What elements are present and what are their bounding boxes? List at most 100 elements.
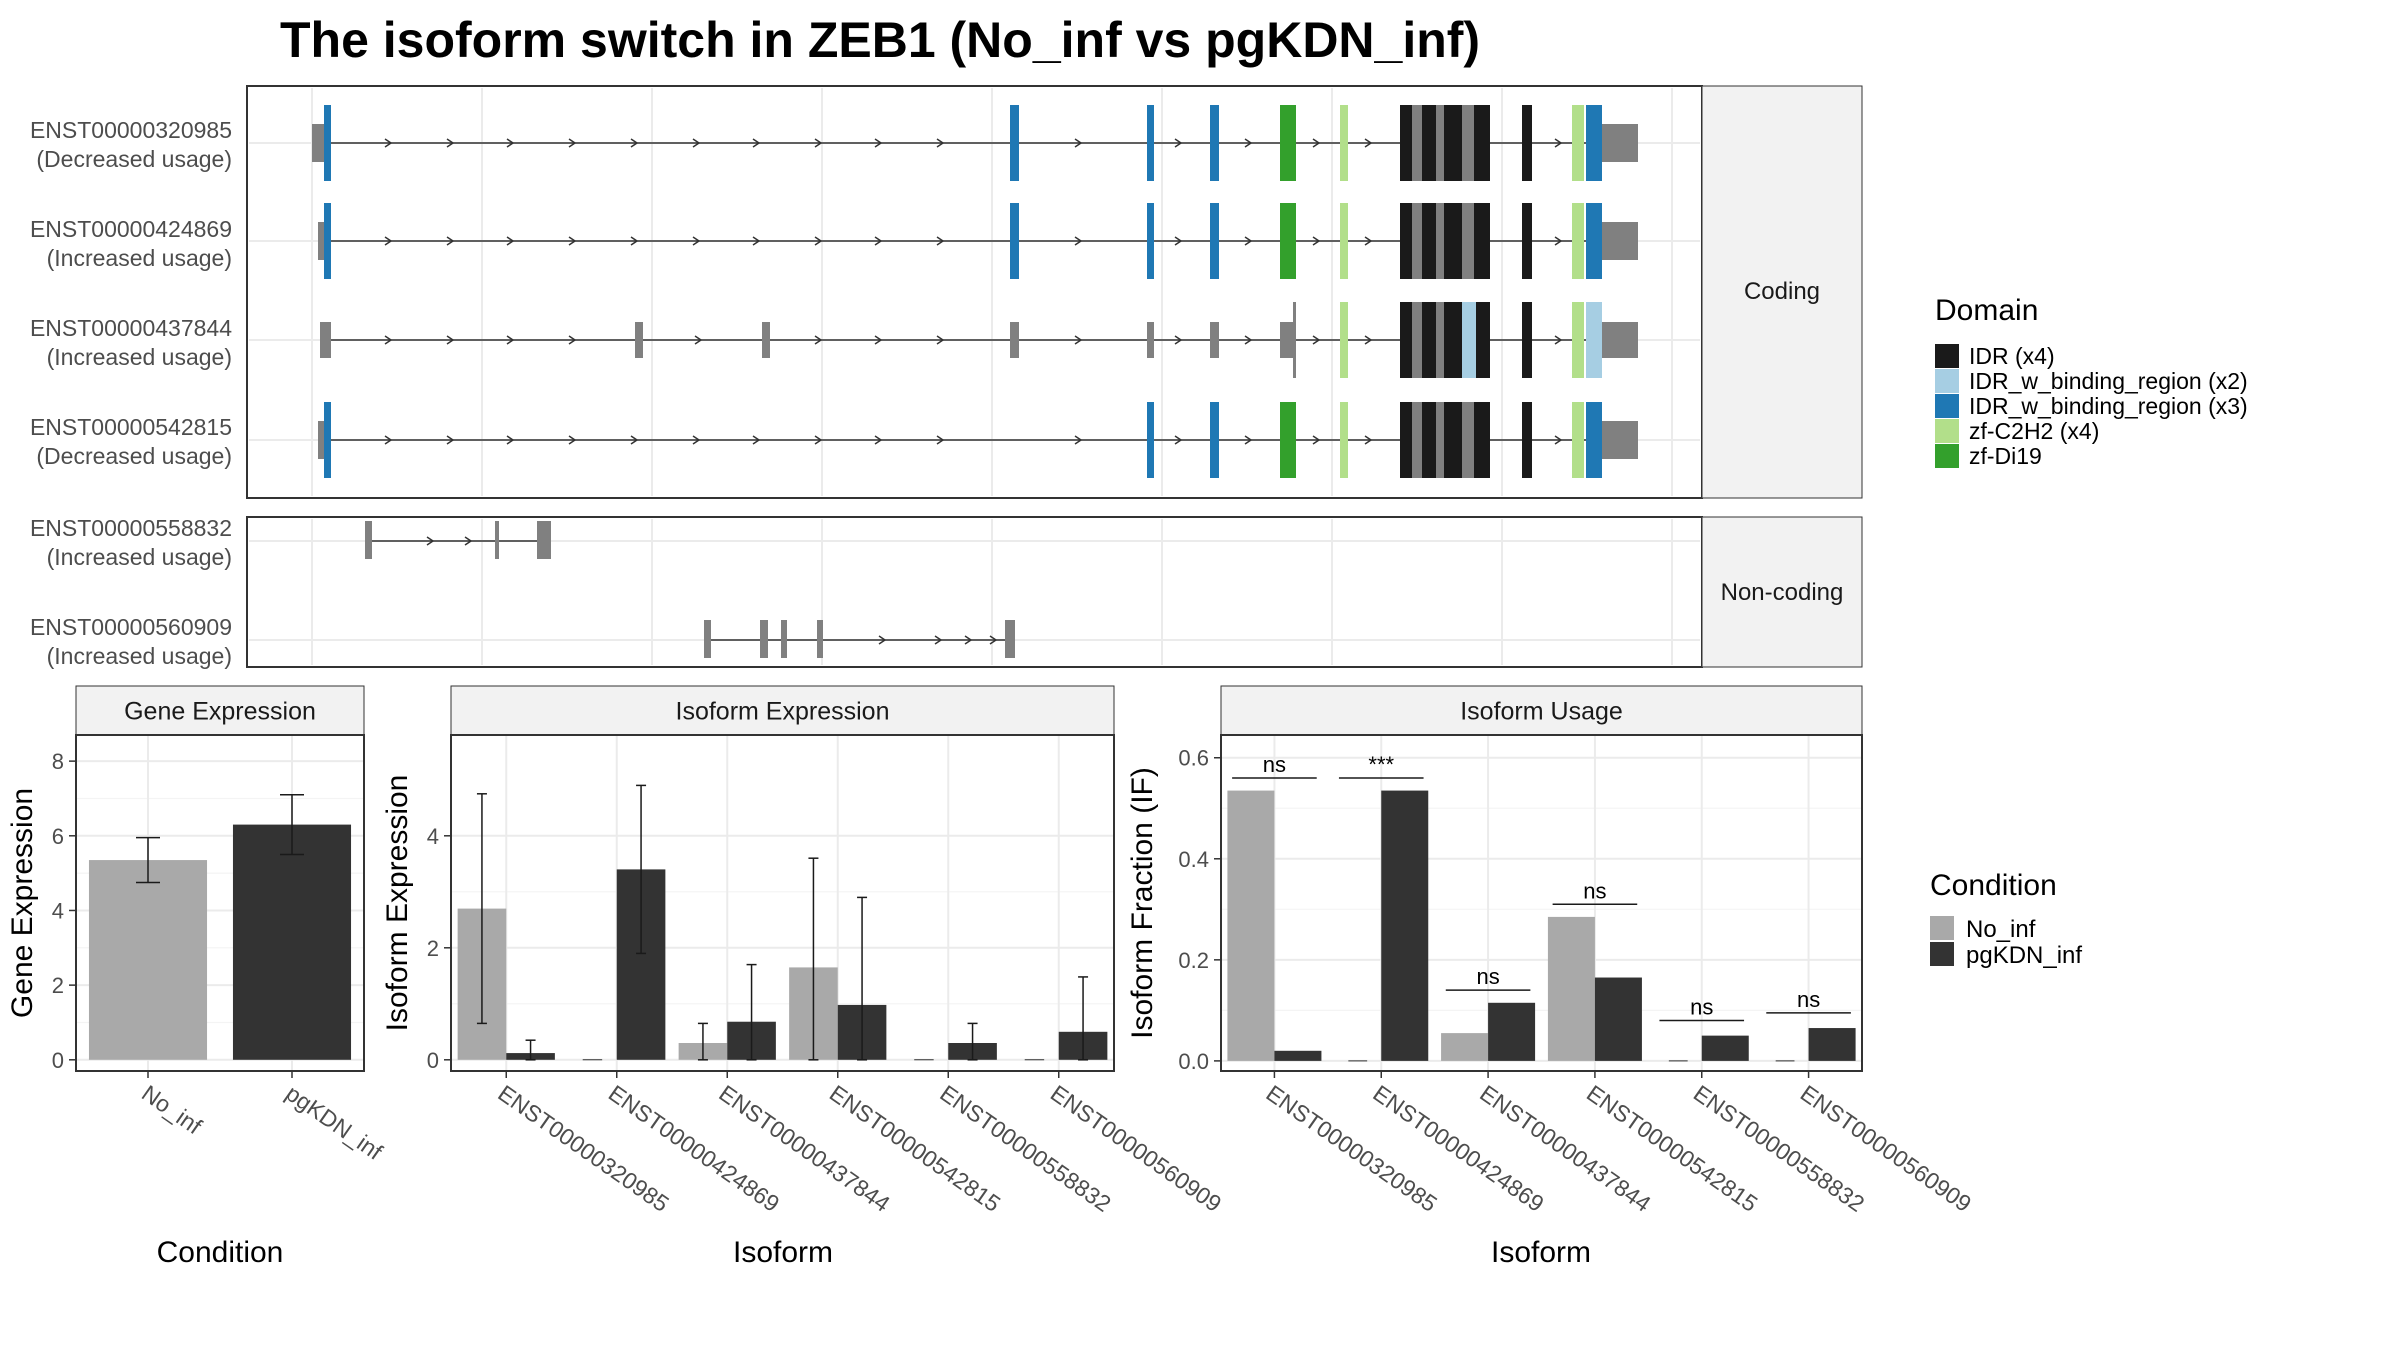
legend-swatch-zf-c2h2 <box>1935 419 1959 443</box>
utr-exon <box>635 322 643 358</box>
intron-arrow <box>814 138 823 148</box>
exon <box>781 620 787 658</box>
x-tick-label: ENST00000558832 <box>1689 1080 1869 1217</box>
intron-arrow <box>1074 236 1083 246</box>
domain-exon-lightgreen <box>1340 105 1348 181</box>
utr-exon <box>1010 322 1019 358</box>
isoform-row: ENST00000542815 (Decreased usage) <box>30 402 1638 478</box>
domain-exon-blue <box>324 402 331 478</box>
intron-arrow <box>692 435 701 445</box>
isoform-id-label: ENST00000424869 <box>30 216 232 242</box>
intron-arrow <box>1074 435 1083 445</box>
exon-segment <box>1412 402 1422 478</box>
domain-exon-blue <box>1210 105 1219 181</box>
isoform-id-label: ENST00000542815 <box>30 414 232 440</box>
intron-arrow <box>1174 435 1183 445</box>
legend-swatch-pgkdn-inf <box>1930 942 1954 966</box>
intron-arrow <box>384 138 393 148</box>
y-axis-title: Isoform Fraction (IF) <box>1126 767 1159 1039</box>
utr-exon <box>1600 222 1638 260</box>
intron-arrow <box>1244 335 1253 345</box>
exon-segment <box>1436 105 1444 181</box>
exon-segment <box>1293 302 1296 378</box>
bar <box>1488 1002 1536 1061</box>
utr-exon <box>320 322 331 358</box>
legend-label: No_inf <box>1966 916 2036 943</box>
utr-exon <box>318 421 326 459</box>
noncoding-panel-frame <box>246 516 1703 668</box>
exon <box>704 620 711 658</box>
bar <box>88 860 208 1060</box>
intron-arrow <box>1244 435 1253 445</box>
panel-strip <box>75 685 365 736</box>
intron-arrow <box>506 138 515 148</box>
legend-label: zf-Di19 <box>1969 443 2042 469</box>
domain-exon-blue <box>1147 203 1154 279</box>
significance-label: ns <box>1690 994 1713 1019</box>
intron-arrow <box>568 236 577 246</box>
intron-arrow <box>384 335 393 345</box>
bar <box>1701 1035 1749 1061</box>
y-tick-label: 4 <box>52 898 64 923</box>
intron-arrow <box>464 536 473 546</box>
domain-exon-lightblue <box>1462 302 1476 378</box>
panel-strip-label: Isoform Expression <box>676 698 890 726</box>
intron-arrow <box>1364 138 1373 148</box>
x-tick-label: ENST00000560909 <box>1796 1080 1976 1217</box>
legend-label: pgKDN_inf <box>1966 942 2082 969</box>
y-tick-label: 2 <box>427 936 439 961</box>
significance-label: ns <box>1476 964 1499 989</box>
intron-arrow <box>1174 236 1183 246</box>
y-axis-title: Gene Expression <box>6 788 39 1018</box>
legend-swatch-idr-binding-x2 <box>1935 369 1959 393</box>
x-tick-label: ENST00000424869 <box>1368 1080 1548 1217</box>
bar <box>1594 977 1642 1061</box>
intron-arrow <box>964 635 973 645</box>
domain-exon-green <box>1280 402 1296 478</box>
intron-arrow <box>630 138 639 148</box>
exon-segment <box>1436 402 1444 478</box>
intron-arrow <box>1554 236 1563 246</box>
utr-exon <box>1280 322 1294 358</box>
intron-arrow <box>446 435 455 445</box>
y-axis-title: Isoform Expression <box>381 775 414 1032</box>
significance-label: ns <box>1583 878 1606 903</box>
x-tick-label: No_inf <box>137 1080 207 1140</box>
legend-swatch-idr-binding-x3 <box>1935 394 1959 418</box>
exon <box>365 521 372 559</box>
intron-arrow <box>1364 335 1373 345</box>
domain-exon-lightgreen <box>1572 302 1584 378</box>
y-tick-label: 0 <box>52 1048 64 1073</box>
exon-segment <box>1436 302 1444 378</box>
bar <box>1227 790 1275 1061</box>
intron-arrow <box>630 236 639 246</box>
isoform-usage-label: (Increased usage) <box>47 245 232 271</box>
intron-arrow <box>936 335 945 345</box>
intron-arrow <box>426 536 435 546</box>
y-tick-label: 6 <box>52 824 64 849</box>
intron-arrow <box>752 435 761 445</box>
isoform-row: ENST00000560909 (Increased usage) <box>30 614 1015 669</box>
intron-arrow <box>1312 138 1321 148</box>
y-tick-label: 0.0 <box>1178 1049 1209 1074</box>
isoform-row: ENST00000424869 (Increased usage) <box>30 203 1638 279</box>
intron-arrow <box>1244 236 1253 246</box>
legend-swatch-no-inf <box>1930 916 1954 940</box>
intron-arrow <box>874 335 883 345</box>
isoform-id-label: ENST00000558832 <box>30 515 232 541</box>
intron-arrow <box>1364 435 1373 445</box>
intron-arrow <box>1312 236 1321 246</box>
panel-strip-label: Gene Expression <box>124 698 316 726</box>
intron-arrow <box>874 236 883 246</box>
y-tick-label: 4 <box>427 824 439 849</box>
domain-exon-blue <box>1210 203 1219 279</box>
intron-arrow <box>446 138 455 148</box>
coding-strip-label: Coding <box>1744 278 1820 305</box>
y-tick-label: 0.4 <box>1178 847 1209 872</box>
x-tick-label: ENST00000542815 <box>1582 1080 1762 1217</box>
domain-exon-lightgreen <box>1340 203 1348 279</box>
domain-legend: Domain IDR (x4) IDR_w_binding_region (x2… <box>1935 294 2248 469</box>
intron-arrow <box>814 236 823 246</box>
intron-arrow <box>506 236 515 246</box>
x-axis-title: Isoform <box>1491 1236 1591 1269</box>
